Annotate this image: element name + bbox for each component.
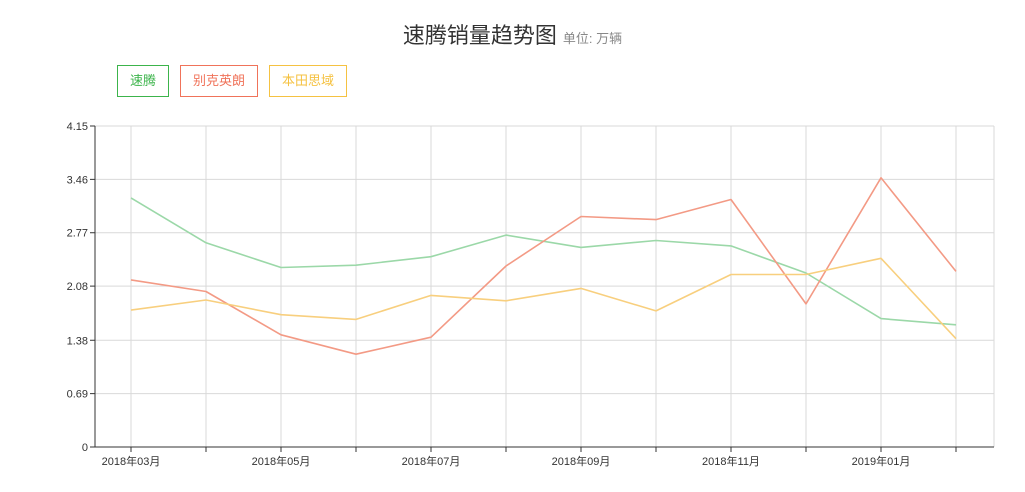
x-tick-label: 2018年03月 — [102, 454, 161, 468]
legend-item-buick-excelle[interactable]: 别克英朗 — [180, 65, 259, 97]
x-tick-label: 2018年05月 — [252, 454, 311, 468]
x-tick-label: 2018年11月 — [702, 454, 760, 468]
y-tick-label: 2.77 — [67, 228, 88, 240]
legend-item-suteng[interactable]: 速腾 — [117, 65, 170, 97]
series-line-0 — [130, 197, 957, 326]
series-line-2 — [130, 257, 957, 340]
y-tick-label: 1.38 — [67, 335, 88, 347]
axes — [90, 125, 994, 452]
y-tick-label: 0.69 — [67, 389, 88, 401]
y-tick-label: 0 — [82, 442, 88, 454]
series-line-1 — [130, 177, 957, 356]
chart-title: 速腾销量趋势图 — [402, 23, 557, 48]
x-tick-label: 2018年09月 — [552, 454, 611, 468]
axis-labels: 0 0.69 1.38 2.08 2.77 3.46 4.15 2018年03月 2018年05… — [67, 121, 911, 468]
chart-title-block: 速腾销量趋势图 单位: 万辆 — [0, 18, 1025, 50]
legend-item-honda-civic[interactable]: 本田思域 — [269, 65, 348, 97]
chart-subtitle: 单位: 万辆 — [562, 31, 623, 46]
y-tick-label: 3.46 — [67, 174, 88, 186]
x-tick-label: 2019年01月 — [852, 454, 911, 468]
series-lines — [130, 177, 957, 356]
x-tick-label: 2018年07月 — [402, 454, 461, 468]
legend: 速腾 别克英朗 本田思域 — [117, 65, 348, 97]
grid-lines — [95, 125, 995, 447]
y-tick-label: 2.08 — [67, 281, 88, 293]
y-tick-label: 4.15 — [67, 121, 88, 133]
